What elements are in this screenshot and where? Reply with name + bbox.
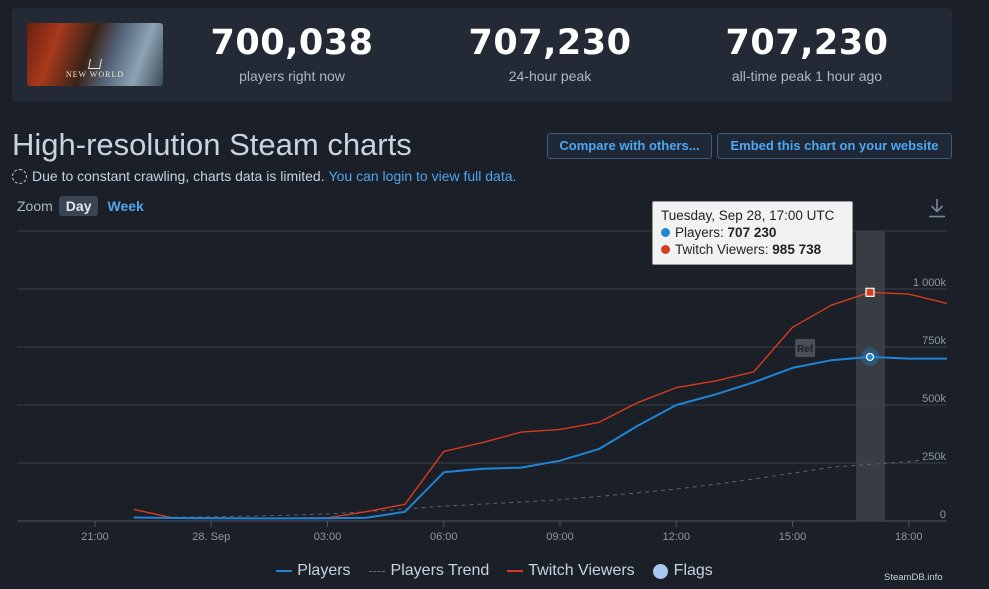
- twitch-dot-icon: [661, 245, 670, 254]
- compare-button[interactable]: Compare with others...: [547, 133, 712, 159]
- game-thumbnail[interactable]: NEW WORLD: [27, 23, 163, 86]
- stat-24h-peak: 707,230 24-hour peak: [450, 24, 650, 84]
- legend-players-trend[interactable]: Players Trend: [368, 562, 490, 580]
- x-axis: 21:00 28. Sep 03:00 06:00 09:00 12:00 15:00 18:…: [81, 521, 923, 543]
- x-tick-label: 15:00: [779, 531, 807, 543]
- loading-circle-icon: [12, 168, 27, 184]
- legend-flags[interactable]: Flags: [652, 562, 713, 580]
- players-chart[interactable]: 0 250k 500k 750k 1 000k 21:00 28. Sep 03:00 06:…: [0, 0, 989, 560]
- zoom-label: Zoom: [17, 198, 53, 214]
- legend-players[interactable]: Players: [276, 562, 351, 580]
- page-title: High-resolution Steam charts: [12, 127, 412, 162]
- stat-current: 700,038 players right now: [192, 24, 392, 84]
- stat-label: players right now: [239, 68, 345, 84]
- download-icon[interactable]: [927, 197, 947, 219]
- flag-label: Ref: [797, 344, 814, 355]
- flag-circle-icon: [652, 563, 668, 579]
- x-tick-label: 12:00: [662, 531, 690, 543]
- x-tick-label: 09:00: [546, 531, 574, 543]
- players-trend-line: [133, 456, 948, 519]
- y-tick-label: 750k: [922, 335, 946, 347]
- y-axis: 0 250k 500k 750k 1 000k: [913, 277, 947, 521]
- trend-line-icon: [368, 570, 385, 572]
- flag-box: [795, 339, 816, 357]
- stat-label: 24-hour peak: [508, 68, 592, 84]
- legend-flags-label: Flags: [673, 562, 713, 579]
- y-tick-label: 0: [940, 509, 946, 521]
- stat-label: all-time peak 1 hour ago: [731, 68, 883, 84]
- embed-chart-button[interactable]: Embed this chart on your website: [717, 133, 952, 159]
- chart-grid: [17, 230, 947, 522]
- chart-legend: Players Players Trend Twitch Viewers Fla…: [0, 562, 989, 580]
- notice-text: Due to constant crawling, charts data is…: [32, 168, 325, 184]
- stat-value: 707,230: [468, 23, 632, 63]
- login-link[interactable]: You can login to view full data.: [328, 168, 517, 184]
- legend-trend-label: Players Trend: [390, 562, 490, 579]
- y-tick-label: 500k: [922, 393, 946, 405]
- tooltip-players-label: Players:: [675, 225, 724, 240]
- tooltip-players-value: 707 230: [727, 225, 777, 240]
- zoom-control: Zoom Day Week: [17, 196, 151, 216]
- tooltip-twitch-label: Twitch Viewers:: [675, 242, 769, 257]
- x-tick-label: 18:00: [895, 531, 923, 543]
- players-line-icon: [276, 570, 293, 572]
- x-tick-label: 21:00: [81, 531, 109, 543]
- chart-flags: Ref: [795, 339, 816, 357]
- hover-markers: [861, 287, 879, 366]
- stat-value: 707,230: [725, 23, 889, 63]
- stat-value: 700,038: [210, 23, 374, 63]
- legend-players-label: Players: [297, 562, 351, 579]
- stats-header: NEW WORLD 700,038 players right now 707,…: [12, 8, 952, 102]
- legend-twitch[interactable]: Twitch Viewers: [507, 562, 635, 580]
- data-limit-notice: Due to constant crawling, charts data is…: [12, 168, 516, 184]
- twitch-hover-point: [865, 287, 875, 297]
- tooltip-players-row: Players: 707 230: [661, 224, 844, 241]
- x-tick-label: 28. Sep: [192, 531, 230, 543]
- tooltip-date: Tuesday, Sep 28, 17:00 UTC: [661, 208, 835, 223]
- zoom-day-button[interactable]: Day: [58, 196, 99, 216]
- y-tick-label: 250k: [922, 451, 946, 463]
- players-dot-icon: [661, 228, 670, 237]
- zoom-week-button[interactable]: Week: [107, 198, 144, 214]
- chart-series: [133, 291, 948, 520]
- game-logo-text: NEW WORLD: [65, 70, 125, 79]
- chart-tooltip: Tuesday, Sep 28, 17:00 UTC Players: 707 …: [652, 201, 853, 265]
- steamdb-credit: SteamDB.info: [884, 572, 943, 583]
- players-line: [133, 355, 947, 520]
- stat-all-time-peak: 707,230 all-time peak 1 hour ago: [707, 24, 907, 84]
- tooltip-twitch-row: Twitch Viewers: 985 738: [661, 241, 844, 258]
- legend-twitch-label: Twitch Viewers: [528, 562, 635, 579]
- hover-band: [856, 231, 885, 521]
- players-hover-point: [865, 352, 875, 362]
- tooltip-twitch-value: 985 738: [772, 242, 822, 257]
- x-tick-label: 03:00: [314, 531, 342, 543]
- twitch-line-icon: [507, 570, 524, 572]
- y-tick-label: 1 000k: [913, 277, 947, 289]
- x-tick-label: 06:00: [430, 531, 458, 543]
